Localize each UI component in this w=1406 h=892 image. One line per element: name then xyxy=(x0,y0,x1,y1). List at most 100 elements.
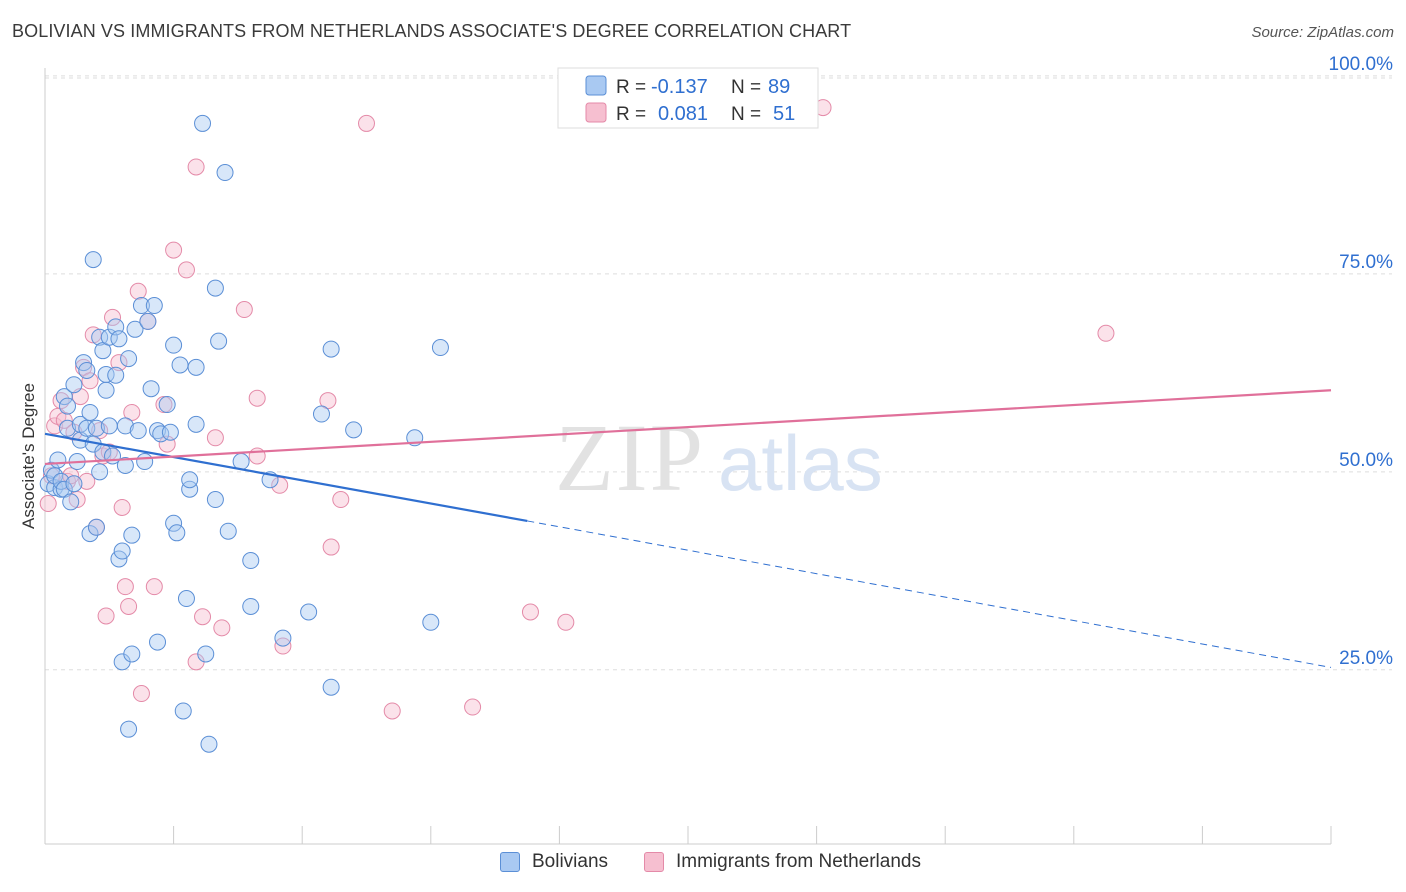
trend-line-netherlands xyxy=(44,389,1332,466)
point-bolivians xyxy=(422,613,440,631)
point-bolivians xyxy=(200,735,218,753)
point-bolivians xyxy=(123,526,141,544)
point-bolivians xyxy=(168,524,186,542)
point-netherlands xyxy=(81,372,99,390)
point-netherlands xyxy=(187,158,205,176)
point-bolivians xyxy=(87,419,105,437)
point-netherlands xyxy=(120,597,138,615)
point-netherlands xyxy=(1097,324,1115,342)
point-bolivians xyxy=(216,164,234,182)
point-netherlands xyxy=(322,538,340,556)
point-bolivians xyxy=(120,350,138,368)
legend-swatch-bolivians-bottom xyxy=(500,852,520,872)
point-netherlands xyxy=(194,608,212,626)
point-bolivians xyxy=(62,493,80,511)
point-netherlands xyxy=(521,603,539,621)
series-legend: Bolivians Immigrants from Netherlands xyxy=(0,851,1406,877)
point-bolivians xyxy=(139,312,157,330)
point-bolivians xyxy=(116,417,134,435)
point-netherlands xyxy=(104,308,122,326)
legend-r-label-1: R = xyxy=(616,77,646,98)
point-bolivians xyxy=(242,552,260,570)
point-bolivians xyxy=(177,590,195,608)
y-tick-label: 25.0% xyxy=(1339,648,1393,669)
legend-swatch-netherlands-bottom xyxy=(644,852,664,872)
legend-item-bolivians: Bolivians xyxy=(500,851,608,873)
axes xyxy=(44,68,1332,845)
point-bolivians xyxy=(158,396,176,414)
point-bolivians xyxy=(42,461,60,479)
chart-title: BOLIVIAN VS IMMIGRANTS FROM NETHERLANDS … xyxy=(12,21,852,41)
point-bolivians xyxy=(123,645,141,663)
legend-r-value-1: -0.137 xyxy=(651,76,708,98)
legend-label-bolivians: Bolivians xyxy=(532,851,609,872)
point-netherlands xyxy=(332,491,350,509)
point-bolivians xyxy=(197,645,215,663)
point-netherlands xyxy=(213,619,231,637)
point-bolivians xyxy=(206,491,224,509)
point-bolivians xyxy=(142,380,160,398)
point-bolivians xyxy=(171,356,189,374)
point-bolivians xyxy=(120,720,138,738)
watermark-zip: ZIP xyxy=(555,404,705,511)
legend-n-value-1: 89 xyxy=(768,76,790,98)
point-bolivians xyxy=(91,463,109,481)
series-bolivians-points xyxy=(39,114,449,753)
point-bolivians xyxy=(345,421,363,439)
point-bolivians xyxy=(187,358,205,376)
point-netherlands xyxy=(97,607,115,625)
point-bolivians xyxy=(174,702,192,720)
point-bolivians xyxy=(100,417,118,435)
point-bolivians xyxy=(181,480,199,498)
point-bolivians xyxy=(145,297,163,315)
point-netherlands xyxy=(129,282,147,300)
legend-label-netherlands: Immigrants from Netherlands xyxy=(676,851,921,872)
point-bolivians xyxy=(136,453,154,471)
point-bolivians xyxy=(49,451,67,469)
trend-line-bolivians-extrapolated xyxy=(527,520,1332,668)
point-bolivians xyxy=(322,340,340,358)
point-bolivians xyxy=(113,542,131,560)
source-label: Source: ZipAtlas.com xyxy=(1251,24,1394,41)
point-bolivians xyxy=(91,328,109,346)
legend-n-value-2: 51 xyxy=(773,103,795,125)
watermark: ZIP atlas xyxy=(555,404,883,511)
point-netherlands xyxy=(39,495,57,513)
point-netherlands xyxy=(464,698,482,716)
watermark-atlas: atlas xyxy=(718,419,883,507)
point-netherlands xyxy=(248,389,266,407)
y-tick-labels: 100.0% 75.0% 50.0% 25.0% xyxy=(1329,54,1394,669)
point-netherlands xyxy=(116,578,134,596)
point-netherlands xyxy=(145,578,163,596)
point-bolivians xyxy=(274,629,292,647)
point-bolivians xyxy=(97,381,115,399)
point-bolivians xyxy=(322,678,340,696)
y-tick-label: 100.0% xyxy=(1329,54,1394,75)
y-axis-label: Associate's Degree xyxy=(19,383,38,529)
point-bolivians xyxy=(81,525,99,543)
point-bolivians xyxy=(84,251,102,269)
point-bolivians xyxy=(55,388,73,406)
point-netherlands xyxy=(46,417,64,435)
legend-swatch-bolivians xyxy=(585,75,607,96)
point-netherlands xyxy=(110,354,128,372)
chart-canvas: ZIP atlas 100.0% 75.0% 50.0% 25.0% Associat… xyxy=(19,54,1394,845)
point-bolivians xyxy=(116,457,134,475)
point-netherlands xyxy=(177,261,195,279)
series-netherlands-points xyxy=(39,99,1115,720)
legend-r-value-2: 0.081 xyxy=(658,103,708,125)
point-bolivians xyxy=(161,423,179,441)
point-bolivians xyxy=(59,397,77,415)
point-bolivians xyxy=(242,597,260,615)
point-bolivians xyxy=(149,633,167,651)
legend-n-label-2: N = xyxy=(731,104,761,125)
point-bolivians xyxy=(165,514,183,532)
point-bolivians xyxy=(129,422,147,440)
point-bolivians xyxy=(78,361,96,379)
y-tick-label: 50.0% xyxy=(1339,450,1393,471)
point-bolivians xyxy=(312,405,330,423)
y-tick-label: 75.0% xyxy=(1339,252,1393,273)
point-bolivians xyxy=(300,603,318,621)
point-bolivians xyxy=(59,419,77,437)
trend-line-bolivians xyxy=(44,432,528,523)
